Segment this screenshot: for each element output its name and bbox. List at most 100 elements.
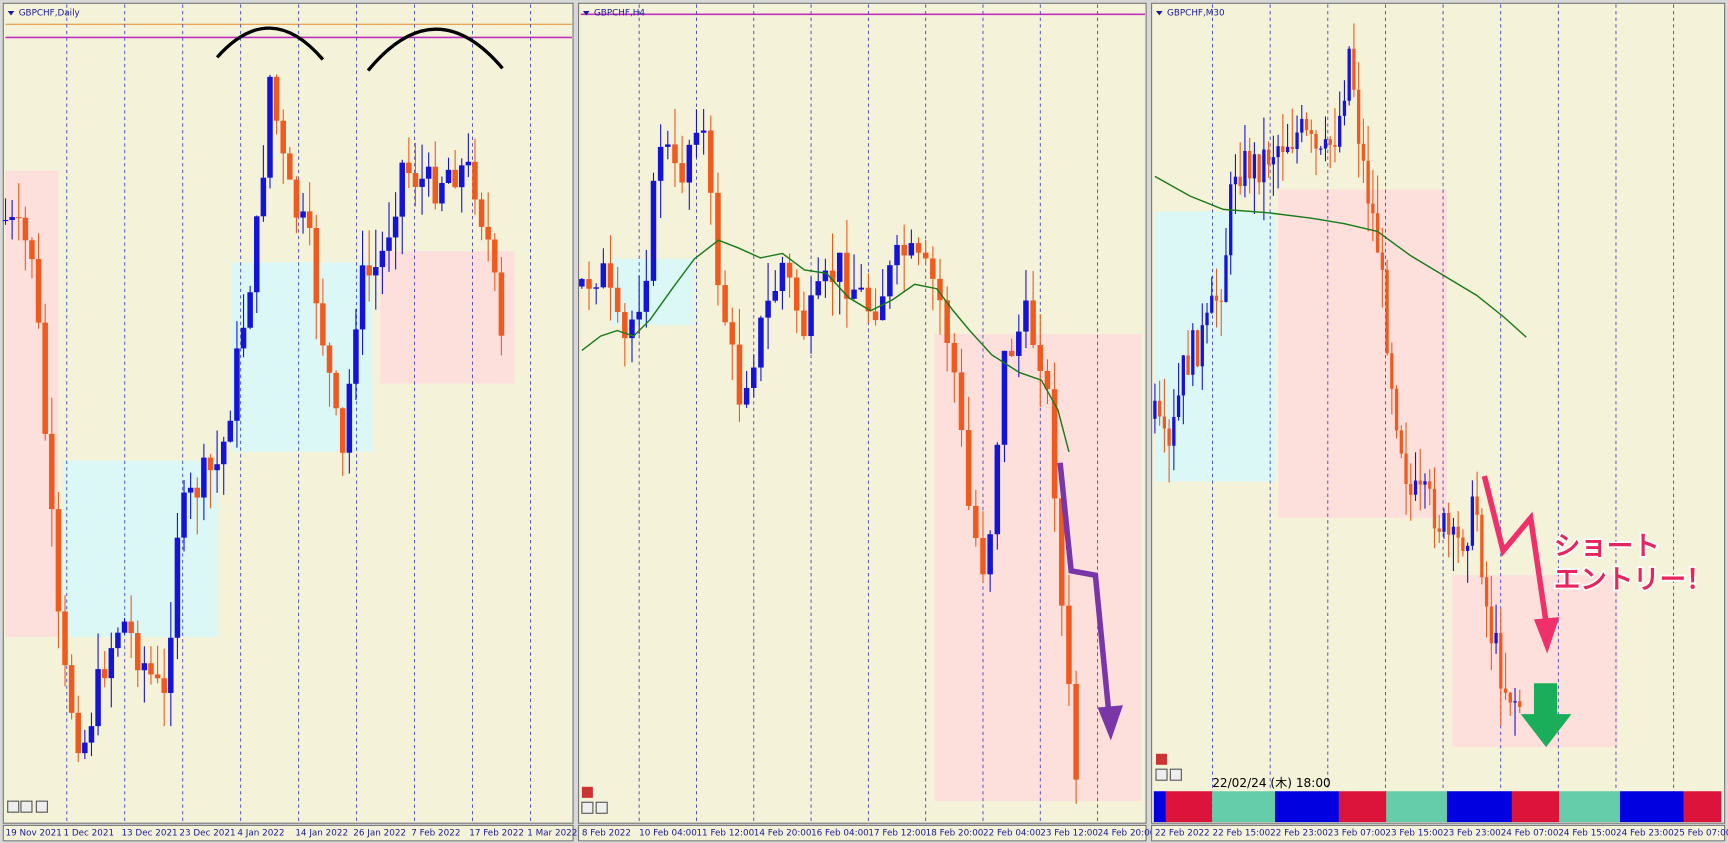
candle: [1437, 528, 1441, 532]
tool-button[interactable]: [35, 800, 48, 813]
candle: [1513, 701, 1517, 703]
toolbar[interactable]: [7, 753, 1182, 814]
date-label: 18 Feb 20:00: [926, 829, 984, 839]
candle: [1214, 295, 1219, 301]
session-block: [1511, 791, 1560, 823]
candle: [68, 665, 75, 713]
candle: [736, 344, 743, 405]
zone: [380, 251, 515, 384]
candle: [1508, 692, 1512, 703]
candle: [930, 258, 936, 279]
candle: [1266, 149, 1271, 165]
candle: [359, 265, 366, 330]
candle: [1428, 481, 1432, 489]
candles: [2, 4, 1675, 824]
date-label: 13 Dec 2021: [121, 829, 177, 839]
candle: [293, 179, 300, 218]
candle: [779, 262, 786, 292]
tool-button[interactable]: [7, 800, 20, 813]
tool-button[interactable]: [581, 801, 594, 814]
candle: [1191, 330, 1195, 375]
candle: [62, 611, 68, 666]
candle: [432, 166, 439, 204]
candle: [657, 146, 664, 181]
tool-button[interactable]: [581, 786, 593, 798]
candle: [1451, 526, 1456, 535]
panel-menu: [7, 11, 15, 16]
candle: [1409, 484, 1413, 495]
date-label: 14 Feb 20:00: [754, 829, 812, 839]
date-axis: [1151, 824, 1726, 842]
candle: [815, 281, 821, 296]
candle: [313, 227, 320, 304]
candle: [194, 487, 201, 498]
session-block: [1153, 791, 1166, 823]
candle: [1499, 632, 1503, 689]
candle: [1309, 130, 1313, 134]
candle: [353, 329, 359, 384]
candle: [1066, 605, 1072, 684]
candle: [1229, 184, 1233, 256]
candle: [1399, 430, 1403, 454]
candle: [49, 433, 55, 510]
candle: [958, 372, 965, 431]
date-label: 22 Feb 04:00: [983, 829, 1041, 839]
date-label: 22 Feb 23:00: [1270, 829, 1328, 839]
candle: [1366, 160, 1370, 204]
candle: [1210, 295, 1214, 313]
candle: [758, 317, 764, 368]
tool-button[interactable]: [595, 801, 608, 814]
candle: [629, 319, 635, 339]
candle: [1480, 514, 1484, 578]
panel-title: GBPCHF,M30: [1167, 9, 1225, 19]
date-label: 25 Feb 07:00: [1674, 829, 1728, 839]
candle: [1418, 480, 1422, 485]
tool-button[interactable]: [1155, 768, 1168, 781]
date-label: 10 Feb 04:00: [639, 829, 697, 839]
candle: [121, 621, 128, 633]
tool-button[interactable]: [1155, 753, 1168, 765]
zone: [63, 460, 219, 637]
candle: [908, 243, 915, 256]
tool-button[interactable]: [1169, 768, 1182, 781]
candle: [412, 173, 419, 187]
candle: [743, 387, 750, 405]
candle: [42, 322, 48, 434]
tool-button[interactable]: [20, 800, 33, 813]
candle: [207, 457, 214, 471]
candle: [1347, 48, 1351, 101]
candle: [937, 278, 943, 301]
moving-average: [581, 239, 1070, 453]
candle: [836, 252, 843, 282]
candle: [1361, 143, 1366, 161]
candle: [1037, 344, 1044, 371]
candle: [300, 211, 306, 218]
candle: [1257, 154, 1261, 183]
candle: [287, 153, 293, 180]
candle: [1413, 480, 1418, 495]
candle: [1271, 157, 1276, 165]
candle: [851, 289, 857, 299]
candle: [672, 144, 678, 164]
candle: [1371, 203, 1375, 214]
candle: [273, 76, 280, 121]
candle: [643, 280, 650, 312]
session-block: [1619, 791, 1684, 823]
candle: [234, 348, 240, 421]
candle: [267, 76, 273, 178]
candle: [1357, 89, 1361, 144]
candle: [1338, 115, 1342, 147]
candle: [1518, 701, 1522, 708]
candle: [1503, 688, 1508, 693]
candle: [1447, 513, 1451, 535]
session-block: [1338, 791, 1387, 823]
candle: [134, 633, 141, 671]
candle: [1281, 146, 1285, 153]
date-label: 14 Jan 2022: [295, 829, 348, 839]
candle: [858, 287, 864, 290]
candle: [1385, 269, 1389, 354]
candle: [399, 162, 405, 217]
candle: [1051, 389, 1058, 499]
candle: [1262, 149, 1266, 183]
